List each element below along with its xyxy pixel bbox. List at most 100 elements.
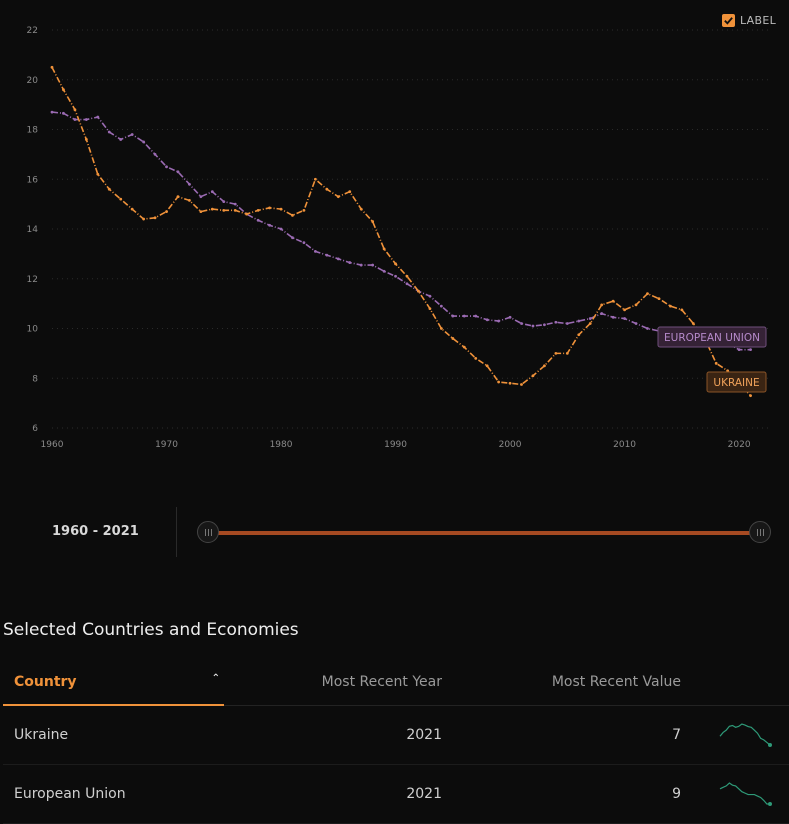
y-tick-label: 20 xyxy=(27,76,39,86)
y-tick-label: 14 xyxy=(27,225,39,235)
data-point xyxy=(474,356,478,360)
data-point xyxy=(623,308,626,312)
data-point xyxy=(96,115,100,119)
data-point xyxy=(119,197,123,201)
label-checkbox[interactable] xyxy=(722,14,735,27)
range-divider xyxy=(176,507,177,557)
data-point xyxy=(405,282,409,286)
data-point xyxy=(531,374,535,378)
sparkline-ukraine xyxy=(719,723,772,747)
data-point xyxy=(291,236,294,240)
data-point xyxy=(680,308,684,312)
data-point xyxy=(611,315,615,319)
data-point xyxy=(394,262,397,266)
data-point xyxy=(176,195,180,199)
country-cell: European Union xyxy=(14,786,126,802)
series-label-text: EUROPEAN UNION xyxy=(664,332,760,344)
value-cell: 9 xyxy=(672,786,681,802)
check-icon xyxy=(724,17,733,25)
data-point xyxy=(84,138,88,141)
data-point xyxy=(107,130,111,134)
range-start-handle[interactable] xyxy=(197,521,219,543)
data-point xyxy=(130,207,134,211)
year-column-header[interactable]: Most Recent Year xyxy=(224,660,442,706)
data-point xyxy=(394,274,397,278)
data-point xyxy=(371,263,375,267)
data-point xyxy=(50,110,54,114)
data-point xyxy=(485,318,489,322)
data-point xyxy=(405,274,409,278)
year-range-control: 1960 - 2021 xyxy=(0,507,789,557)
y-tick-label: 6 xyxy=(32,424,38,434)
data-point xyxy=(325,253,329,257)
data-point xyxy=(279,227,283,231)
data-point xyxy=(577,319,581,323)
data-point xyxy=(371,220,375,223)
data-point xyxy=(474,314,478,318)
data-point xyxy=(646,292,649,296)
series-label-text: UKRAINE xyxy=(713,377,759,389)
data-point xyxy=(462,345,466,349)
data-point xyxy=(210,207,214,211)
data-point xyxy=(497,380,501,384)
sort-chevron-up-icon[interactable]: ⌃ xyxy=(211,673,220,684)
data-point xyxy=(233,208,237,212)
data-point xyxy=(554,320,558,324)
y-tick-label: 12 xyxy=(27,275,38,285)
range-end-handle[interactable] xyxy=(749,521,771,543)
sparkline-line xyxy=(719,723,771,746)
data-point xyxy=(256,218,260,222)
table-row[interactable]: European Union 2021 9 xyxy=(3,765,789,824)
sparkline-european-union xyxy=(719,782,772,806)
data-point xyxy=(62,88,65,92)
data-point xyxy=(130,133,134,136)
table-row[interactable]: Ukraine 2021 7 xyxy=(3,705,789,765)
data-point xyxy=(188,198,191,202)
series-line-european-union xyxy=(51,111,751,351)
data-point xyxy=(142,140,146,144)
data-point xyxy=(302,208,306,212)
data-point xyxy=(531,324,535,328)
label-toggle[interactable]: LABEL xyxy=(722,14,776,27)
data-point xyxy=(313,249,317,253)
data-point xyxy=(119,138,123,141)
x-tick-label: 1980 xyxy=(270,440,293,450)
table-header-row: Country ⌃ Most Recent Year Most Recent V… xyxy=(3,660,789,706)
data-point xyxy=(417,289,420,293)
data-point xyxy=(199,210,203,213)
data-point xyxy=(634,303,638,307)
data-point xyxy=(176,170,180,174)
value-cell: 7 xyxy=(672,726,681,743)
data-point xyxy=(222,208,226,212)
data-point xyxy=(726,369,730,373)
data-point xyxy=(302,241,306,245)
data-point xyxy=(634,322,638,325)
country-cell: Ukraine xyxy=(14,727,69,743)
data-point xyxy=(336,195,340,199)
series-end-label: EUROPEAN UNION xyxy=(657,326,767,348)
data-point xyxy=(577,333,581,337)
year-range-slider-track[interactable] xyxy=(208,531,760,535)
data-point xyxy=(588,322,592,325)
data-point xyxy=(359,263,363,267)
series-line-ukraine xyxy=(51,66,752,397)
sparkline-end-dot xyxy=(768,802,772,806)
data-point xyxy=(73,108,77,111)
data-point xyxy=(451,314,455,318)
data-point xyxy=(62,111,65,115)
x-tick-label: 2010 xyxy=(613,440,636,450)
data-point xyxy=(691,322,695,325)
value-column-header[interactable]: Most Recent Value xyxy=(442,660,681,706)
trend-cell xyxy=(681,765,789,824)
data-point xyxy=(245,212,249,216)
data-point xyxy=(359,207,363,211)
data-point xyxy=(565,351,569,355)
country-column-header[interactable]: Country ⌃ xyxy=(3,660,224,706)
series-label-box xyxy=(657,326,767,348)
data-point xyxy=(588,317,592,320)
data-point xyxy=(749,394,752,398)
sparkline-line xyxy=(719,782,770,805)
data-point xyxy=(210,190,214,194)
y-tick-label: 16 xyxy=(27,175,39,185)
data-point xyxy=(462,314,466,318)
